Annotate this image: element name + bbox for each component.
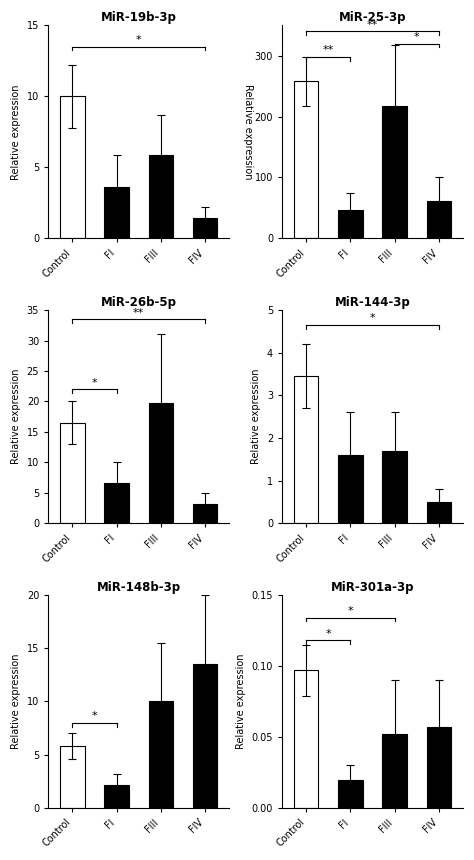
Bar [60,423,84,523]
Bar [427,727,451,808]
Text: *: * [91,711,97,721]
Text: **: ** [133,308,144,317]
Bar [383,451,407,523]
Y-axis label: Relative expression: Relative expression [251,369,261,464]
Bar [148,702,173,808]
Title: MiR-26b-5p: MiR-26b-5p [100,296,177,309]
Bar [294,376,319,523]
Bar [338,210,363,238]
Text: **: ** [367,20,378,29]
Text: *: * [326,629,331,639]
Bar [192,664,217,808]
Bar [104,784,128,808]
Bar [192,504,217,523]
Title: MiR-144-3p: MiR-144-3p [335,296,410,309]
Y-axis label: Relative expression: Relative expression [244,84,254,180]
Bar [148,155,173,238]
Bar [383,106,407,238]
Text: **: ** [323,46,334,55]
Bar [294,670,319,808]
Bar [427,200,451,238]
Text: *: * [414,32,419,42]
Y-axis label: Relative expression: Relative expression [11,654,21,749]
Bar [338,455,363,523]
Bar [192,218,217,238]
Bar [60,746,84,808]
Title: MiR-148b-3p: MiR-148b-3p [97,580,181,593]
Text: *: * [91,378,97,388]
Bar [427,502,451,523]
Y-axis label: Relative expression: Relative expression [236,654,246,749]
Title: MiR-301a-3p: MiR-301a-3p [331,580,414,593]
Bar [383,734,407,808]
Bar [338,779,363,808]
Text: *: * [347,606,353,616]
Bar [60,96,84,238]
Title: MiR-19b-3p: MiR-19b-3p [100,11,176,24]
Bar [148,402,173,523]
Bar [294,82,319,238]
Bar [104,483,128,523]
Y-axis label: Relative expression: Relative expression [11,369,21,464]
Text: *: * [370,313,375,323]
Text: *: * [136,35,141,45]
Bar [104,187,128,238]
Y-axis label: Relative expression: Relative expression [11,84,21,180]
Title: MiR-25-3p: MiR-25-3p [339,11,406,24]
